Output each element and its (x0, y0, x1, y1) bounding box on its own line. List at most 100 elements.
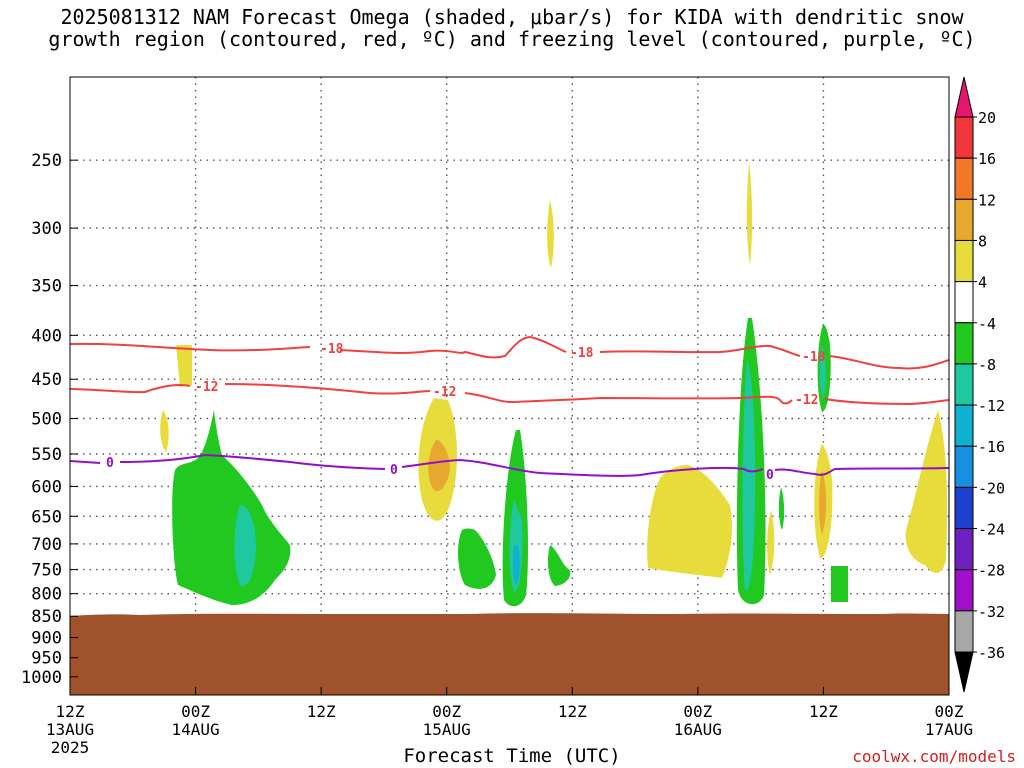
colorbar-swatch (954, 528, 974, 571)
contour-label: 0 (766, 468, 774, 483)
omega-region-yellow (176, 345, 192, 387)
contour-labels: -18 -18 -18 -12 -12 -12 0 0 0 (106, 342, 826, 483)
contour-label: -18 (570, 346, 594, 361)
omega-region-yellow (160, 410, 169, 452)
y-tick-label: 500 (31, 409, 62, 429)
contour-label: 0 (106, 456, 114, 471)
x-tick-date: 17AUG (925, 720, 973, 739)
omega-region-yellow (746, 162, 753, 265)
colorbar-label: 8 (978, 232, 987, 250)
contour-line-minus12 (70, 383, 949, 406)
omega-region-teal (742, 360, 756, 591)
y-tick-label: 900 (31, 629, 62, 649)
y-tick-label: 850 (31, 607, 62, 627)
x-tick-label: 00Z (935, 702, 964, 721)
colorbar-label: 16 (978, 150, 996, 168)
colorbar-bottom-triangle (954, 651, 974, 693)
y-tick-label: 650 (31, 507, 62, 527)
x-tick-label: 12Z (809, 702, 838, 721)
colorbar: 20 16 12 8 4 -4 -8 -12 -16 -20 -24 -28 -32 -36 (954, 76, 1005, 693)
omega-region-green (172, 410, 291, 605)
colorbar-top-triangle (954, 76, 974, 118)
y-tick-label: 700 (31, 535, 62, 555)
colorbar-swatch (954, 404, 974, 447)
colorbar-label: -36 (978, 644, 1005, 662)
y-tick-label: 1000 (21, 668, 62, 688)
omega-region-green (458, 528, 496, 589)
colorbar-swatch (954, 322, 974, 365)
colorbar-label: -20 (978, 479, 1005, 497)
plot-border (69, 76, 950, 696)
omega-region-teal (234, 505, 256, 586)
contour-label: -12 (195, 380, 218, 395)
x-tick-date: 16AUG (674, 720, 722, 739)
omega-region-orange (819, 470, 827, 535)
colorbar-swatch (954, 569, 974, 612)
x-tick-date: 15AUG (423, 720, 471, 739)
colorbar-swatch (954, 281, 974, 324)
x-tick-date: 14AUG (171, 720, 219, 739)
colorbar-label: -8 (978, 356, 996, 374)
contour-label: -12 (433, 385, 456, 400)
omega-region-yellow (767, 510, 775, 575)
y-axis: 2503003504004505005506006507007508008509… (21, 151, 78, 688)
omega-region-green (778, 487, 785, 530)
omega-shading (160, 162, 948, 607)
colorbar-swatch (954, 610, 974, 653)
colorbar-label: -28 (978, 562, 1005, 580)
y-tick-label: 750 (31, 561, 62, 581)
contour-label: -18 (320, 342, 344, 357)
y-tick-label: 800 (31, 585, 62, 605)
omega-region-orange (428, 440, 450, 491)
contour-label: -18 (802, 350, 826, 365)
x-axis-title: Forecast Time (UTC) (403, 745, 621, 767)
contour-line-minus18 (70, 335, 949, 370)
colorbar-swatch (954, 116, 974, 159)
colorbar-label: 4 (978, 274, 987, 292)
colorbar-label: -12 (978, 397, 1005, 415)
y-tick-label: 950 (31, 649, 62, 669)
contour-line-0 (70, 453, 949, 477)
colorbar-swatch (954, 486, 974, 530)
colorbar-swatch (954, 157, 974, 200)
x-tick-label: 12Z (56, 702, 85, 721)
y-tick-label: 250 (31, 151, 62, 171)
y-tick-label: 600 (31, 477, 62, 497)
x-tick-label: 00Z (181, 702, 210, 721)
x-tick-label: 00Z (683, 702, 712, 721)
contours (70, 335, 949, 477)
colorbar-label: 12 (978, 191, 996, 209)
colorbar-swatch (954, 445, 974, 488)
y-tick-label: 350 (31, 277, 62, 297)
colorbar-swatch (954, 363, 974, 406)
y-tick-label: 300 (31, 219, 62, 239)
colorbar-label: -32 (978, 603, 1005, 621)
x-tick-date: 13AUG (46, 720, 94, 739)
y-tick-label: 450 (31, 370, 62, 390)
omega-region-yellow (905, 410, 948, 574)
colorbar-label: -24 (978, 521, 1005, 539)
colorbar-label: -16 (978, 438, 1005, 456)
omega-region-green (547, 545, 571, 586)
y-tick-label: 400 (31, 326, 62, 346)
x-tick-label: 00Z (432, 702, 461, 721)
x-tick-label: 12Z (558, 702, 587, 721)
colorbar-swatch (954, 239, 974, 283)
contour-label: 0 (390, 463, 398, 478)
omega-region-cyan (512, 545, 520, 585)
page-title: 2025081312 NAM Forecast Omega (shaded, μ… (48, 5, 976, 51)
x-tick-year: 2025 (51, 738, 90, 757)
omega-region-yellow (547, 200, 554, 268)
y-tick-label: 550 (31, 445, 62, 465)
omega-region-yellow (647, 465, 733, 578)
colorbar-swatch (954, 198, 974, 241)
omega-region-green (831, 566, 848, 602)
colorbar-label: -4 (978, 315, 996, 333)
terrain-ground (70, 613, 949, 695)
credit-link[interactable]: coolwx.com/models (852, 747, 1016, 766)
colorbar-label: 20 (978, 109, 996, 127)
omega-region-teal (819, 345, 826, 398)
x-tick-label: 12Z (307, 702, 336, 721)
